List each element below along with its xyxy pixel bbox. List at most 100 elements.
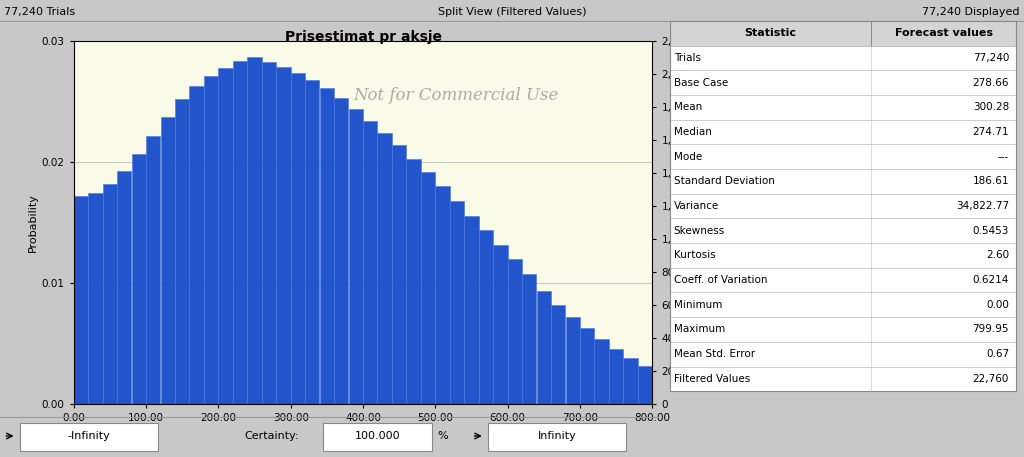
FancyBboxPatch shape [671,292,1016,317]
Text: Kurtosis: Kurtosis [674,250,716,260]
Text: Maximum: Maximum [674,324,725,335]
Text: Prisestimat pr aksje: Prisestimat pr aksje [285,30,441,44]
FancyBboxPatch shape [671,367,1016,391]
Bar [161,117,175,404]
Bar [117,171,131,404]
Bar [305,80,319,404]
FancyBboxPatch shape [671,317,1016,342]
Bar [392,145,407,404]
FancyBboxPatch shape [671,218,1016,243]
FancyBboxPatch shape [671,169,1016,194]
Text: Statistic: Statistic [744,28,797,38]
Text: Certainty:: Certainty: [244,431,299,441]
Text: Mean Std. Error: Mean Std. Error [674,349,755,359]
Bar [291,73,305,404]
Bar [262,62,276,404]
Bar [494,244,508,404]
FancyBboxPatch shape [671,268,1016,292]
Text: 0.00: 0.00 [986,300,1009,310]
Bar [537,291,551,404]
Y-axis label: Frequency: Frequency [697,194,708,252]
Bar [580,328,594,404]
Text: Infinity: Infinity [538,431,577,441]
Y-axis label: Probability: Probability [28,193,38,252]
Text: 77,240 Trials: 77,240 Trials [4,7,75,17]
FancyBboxPatch shape [671,243,1016,268]
Bar [478,230,493,404]
Text: %: % [438,431,449,441]
Bar [204,76,218,404]
Text: Forecast values: Forecast values [895,28,992,38]
Bar [131,154,145,404]
Text: 274.71: 274.71 [973,127,1009,137]
Text: Standard Deviation: Standard Deviation [674,176,775,186]
Text: Not for Commercial Use: Not for Commercial Use [353,87,558,104]
Bar [189,86,204,404]
Bar [624,358,638,404]
Text: 77,240 Displayed: 77,240 Displayed [923,7,1020,17]
Bar [276,67,291,404]
Text: 278.66: 278.66 [973,78,1009,88]
Text: Skewness: Skewness [674,226,725,236]
Text: Base Case: Base Case [674,78,728,88]
Text: 77,240: 77,240 [973,53,1009,63]
FancyBboxPatch shape [671,194,1016,218]
Text: 2.60: 2.60 [986,250,1009,260]
Bar [248,57,261,404]
Text: Median: Median [674,127,712,137]
Text: 0.6214: 0.6214 [973,275,1009,285]
Bar [232,60,247,404]
Text: Mean: Mean [674,102,702,112]
Text: Split View (Filtered Values): Split View (Filtered Values) [437,7,587,17]
FancyBboxPatch shape [671,95,1016,120]
Bar [565,317,580,404]
Text: 34,822.77: 34,822.77 [956,201,1009,211]
Text: 300.28: 300.28 [973,102,1009,112]
Text: Filtered Values: Filtered Values [674,374,751,384]
Bar [362,121,377,404]
Text: Trials: Trials [674,53,700,63]
FancyBboxPatch shape [671,46,1016,70]
Text: Variance: Variance [674,201,719,211]
Bar [348,109,362,404]
Bar [334,98,348,404]
Text: 0.5453: 0.5453 [973,226,1009,236]
Bar [88,192,102,404]
FancyBboxPatch shape [488,423,627,451]
Bar [594,339,608,404]
Bar [146,136,161,404]
Bar [508,259,522,404]
Bar [102,184,117,404]
Bar [378,133,392,404]
Bar [74,196,88,404]
Bar [407,159,421,404]
Bar [638,366,652,404]
Text: -Infinity: -Infinity [68,431,111,441]
Text: Mode: Mode [674,152,702,162]
Text: 799.95: 799.95 [973,324,1009,335]
Text: Minimum: Minimum [674,300,722,310]
FancyBboxPatch shape [671,70,1016,95]
FancyBboxPatch shape [671,120,1016,144]
Bar [464,216,478,404]
Text: ---: --- [997,152,1009,162]
Text: Coeff. of Variation: Coeff. of Variation [674,275,767,285]
FancyBboxPatch shape [671,144,1016,169]
Bar [450,201,464,404]
FancyBboxPatch shape [671,342,1016,367]
Bar [175,99,189,404]
Bar [319,88,334,404]
FancyBboxPatch shape [19,423,159,451]
FancyBboxPatch shape [324,423,432,451]
Text: 22,760: 22,760 [973,374,1009,384]
Text: 186.61: 186.61 [973,176,1009,186]
Bar [551,305,565,404]
Bar [609,349,624,404]
Bar [522,274,537,404]
Text: 100.000: 100.000 [354,431,400,441]
Bar [421,172,435,404]
Text: 0.67: 0.67 [986,349,1009,359]
Bar [218,68,232,404]
FancyBboxPatch shape [671,21,1016,46]
Bar [435,186,450,404]
